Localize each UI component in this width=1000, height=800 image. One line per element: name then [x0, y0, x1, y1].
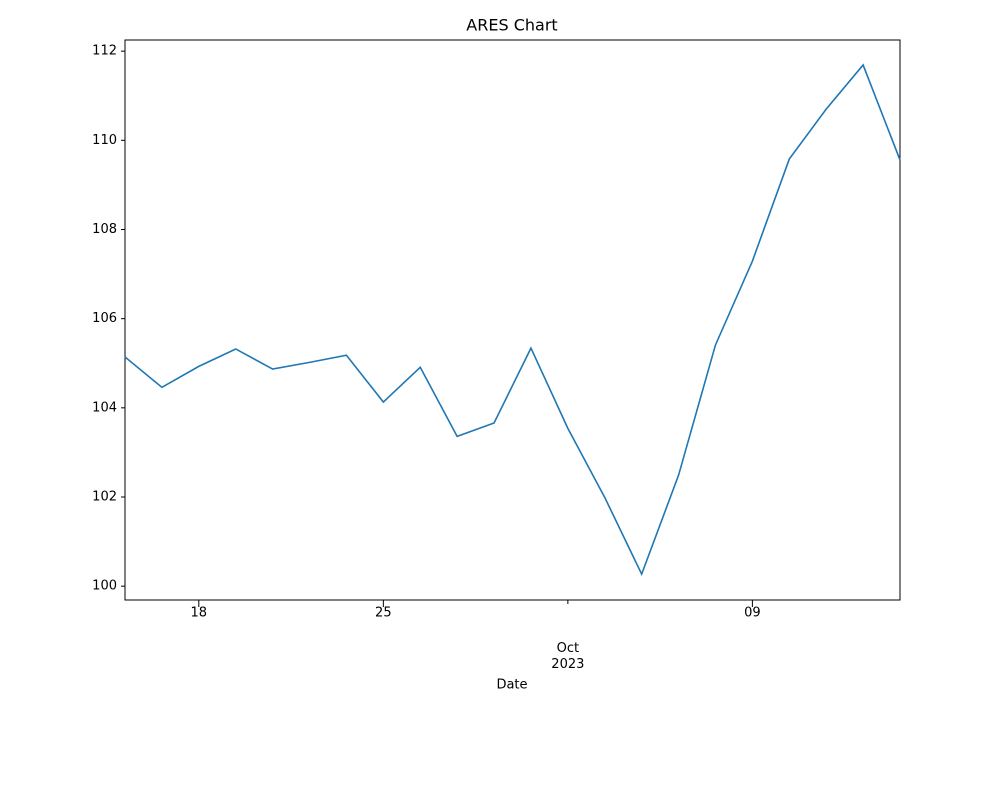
data-line [124, 63, 901, 577]
y-tick-label: 106 [92, 311, 117, 326]
y-tick-label: 104 [92, 400, 117, 415]
y-tick-label: 108 [92, 222, 117, 237]
axes-frame [124, 39, 901, 601]
x-axis-label: Date [496, 678, 527, 693]
x-tick-label: 18 [191, 606, 208, 621]
x-tick-label: 09 [744, 606, 761, 621]
y-tick-label: 102 [92, 490, 117, 505]
x-tick-label-line: 2023 [551, 657, 584, 672]
x-tick-label-line: Oct [557, 641, 579, 656]
x-tick-label: 25 [375, 606, 392, 621]
chart-title: ARES Chart [466, 16, 557, 35]
x-tick-label: Oct 2023 [551, 641, 584, 672]
y-tick-label: 100 [92, 579, 117, 594]
y-tick-label: 110 [92, 133, 117, 148]
y-tick-label: 112 [92, 44, 117, 59]
